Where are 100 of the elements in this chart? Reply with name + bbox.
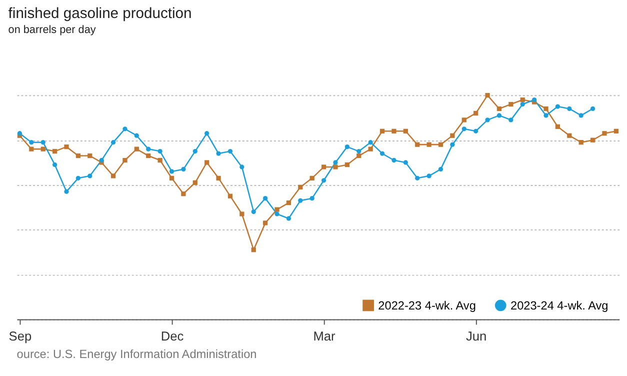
point <box>380 128 385 134</box>
point <box>544 113 548 118</box>
point <box>204 160 210 165</box>
point <box>158 158 162 163</box>
point <box>438 166 444 172</box>
point <box>310 176 314 180</box>
point <box>122 158 128 163</box>
point <box>310 196 314 201</box>
point <box>64 189 69 194</box>
point <box>216 151 221 156</box>
point <box>110 140 116 145</box>
point <box>52 162 58 168</box>
point <box>64 144 69 150</box>
point <box>602 131 607 136</box>
point <box>122 126 128 132</box>
point <box>532 97 537 102</box>
point <box>110 174 116 178</box>
point <box>344 162 350 168</box>
text: ource: U.S. Energy Information Administration <box>16 346 257 361</box>
point <box>169 176 174 180</box>
point <box>555 124 560 129</box>
point <box>274 207 280 212</box>
point <box>134 133 139 138</box>
point <box>263 220 268 226</box>
point <box>146 153 151 158</box>
point <box>614 128 618 134</box>
point <box>99 158 104 163</box>
point <box>88 174 92 178</box>
point <box>544 106 548 112</box>
point <box>228 148 233 154</box>
legend-label: 2022-23 4-wk. Avg <box>378 298 476 312</box>
point <box>555 104 560 109</box>
point <box>392 158 396 163</box>
point <box>474 110 478 116</box>
point <box>286 200 292 206</box>
point <box>240 212 244 216</box>
point <box>134 146 139 152</box>
point <box>40 140 46 145</box>
point <box>181 166 186 172</box>
point <box>356 153 362 158</box>
point <box>380 151 385 156</box>
point <box>321 178 326 183</box>
point <box>368 140 373 145</box>
chart-title: finished gasoline production <box>8 6 192 22</box>
point <box>40 146 46 152</box>
point <box>578 113 584 118</box>
point <box>462 126 466 132</box>
point <box>29 146 34 152</box>
point <box>76 176 80 180</box>
point <box>204 131 210 136</box>
point <box>485 92 490 98</box>
x-tick-label: Mar <box>313 328 336 344</box>
point <box>356 148 362 154</box>
point <box>415 142 420 147</box>
point <box>52 148 58 154</box>
point <box>450 133 455 138</box>
x-tick-label: Sep <box>8 328 32 344</box>
point <box>251 248 256 252</box>
point <box>578 140 584 145</box>
point <box>403 128 408 134</box>
point <box>286 216 292 221</box>
point <box>240 164 244 170</box>
point <box>333 160 338 165</box>
point <box>567 133 572 138</box>
point <box>485 118 490 122</box>
point <box>520 102 525 107</box>
point <box>76 153 80 158</box>
point <box>333 164 338 170</box>
point <box>426 142 432 147</box>
x-tick-label: Jun <box>466 328 487 344</box>
point <box>344 144 350 150</box>
point <box>192 180 198 185</box>
point <box>590 138 596 142</box>
point <box>368 146 373 152</box>
point <box>590 106 596 112</box>
legend-label: 2023-24 4-wk. Avg <box>510 298 608 312</box>
point <box>474 128 478 134</box>
point <box>415 176 420 180</box>
point <box>508 118 514 122</box>
point <box>216 176 221 180</box>
point <box>520 97 525 102</box>
point <box>192 148 198 154</box>
point <box>438 142 444 147</box>
point <box>29 140 34 145</box>
point <box>508 102 514 107</box>
point <box>251 209 256 214</box>
point <box>146 146 151 152</box>
point <box>88 153 92 158</box>
point <box>321 164 326 170</box>
point <box>567 106 572 112</box>
point <box>462 118 466 122</box>
point <box>392 128 396 134</box>
point <box>158 148 162 154</box>
point <box>274 212 280 216</box>
point <box>298 184 303 190</box>
point <box>228 194 233 198</box>
point <box>263 196 268 201</box>
point <box>496 106 502 112</box>
point <box>426 174 432 178</box>
point <box>496 113 502 118</box>
